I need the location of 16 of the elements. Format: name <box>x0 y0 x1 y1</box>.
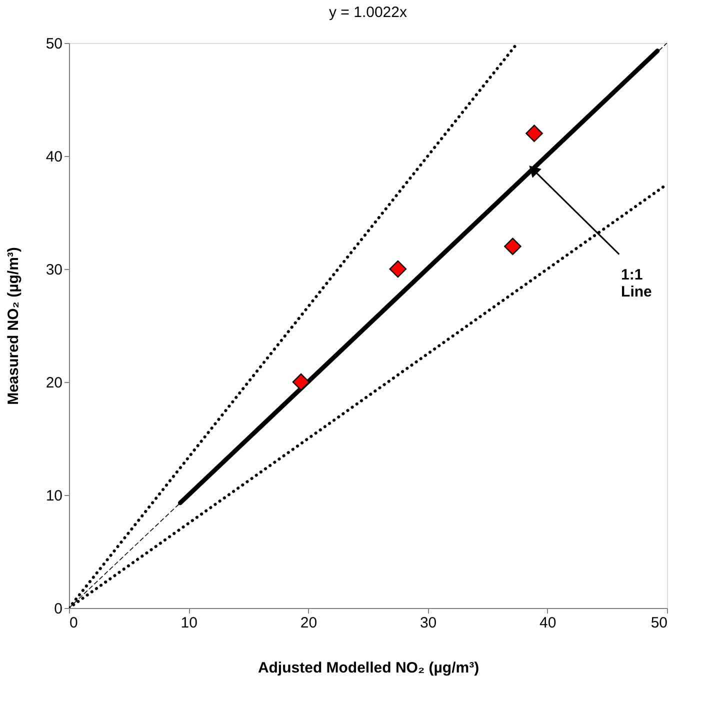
y-tick-label: 30 <box>46 262 62 278</box>
y-tick-label: 50 <box>46 36 62 52</box>
x-tick-label: 20 <box>300 614 318 632</box>
x-tick-label: 40 <box>540 614 556 632</box>
y-tick-label: 40 <box>46 148 62 166</box>
x-tick-label: 50 <box>650 614 668 632</box>
x-tick-label: 30 <box>420 614 437 632</box>
x-axis-title: Adjusted Modelled NO₂ (µg/m³) <box>258 660 480 676</box>
y-axis-title: Measured NO₂ (µg/m³) <box>4 247 22 405</box>
x-tick-label: 0 <box>70 614 78 632</box>
chart-title: y = 1.0022x <box>329 4 408 21</box>
y-tick-label: 20 <box>46 374 62 392</box>
annotation: 1:1 Line <box>621 266 652 301</box>
y-tick-label: 10 <box>46 488 62 504</box>
y-tick-label: 0 <box>54 600 62 618</box>
x-tick-label: 10 <box>180 614 198 632</box>
